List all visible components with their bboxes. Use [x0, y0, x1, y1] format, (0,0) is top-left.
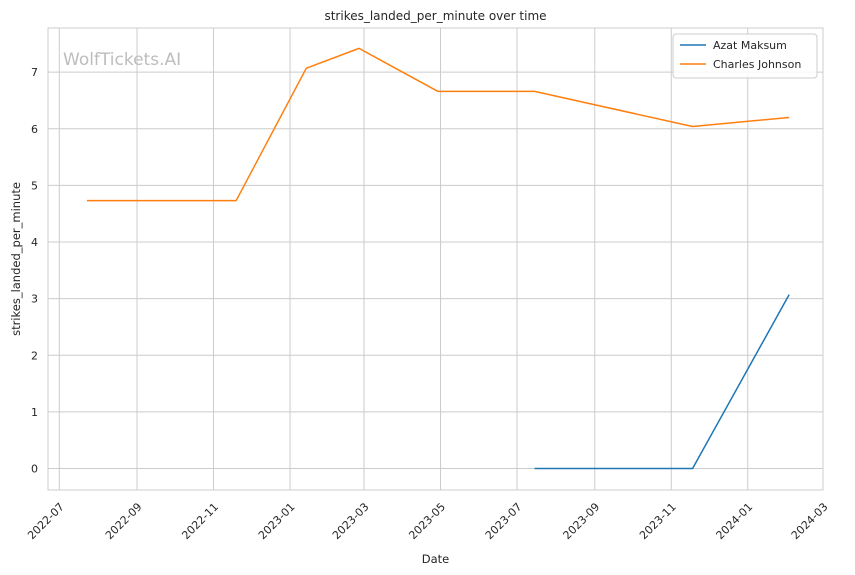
legend-box — [672, 33, 818, 79]
legend: Azat Maksum Charles Johnson — [672, 33, 818, 79]
x-axis-label: Date — [422, 552, 450, 566]
y-tick-label: 5 — [31, 179, 38, 192]
y-tick-label: 1 — [31, 406, 38, 419]
x-tick-label: 2024-03 — [789, 500, 831, 542]
plot-frame — [47, 27, 824, 491]
series-line-charles-johnson — [86, 47, 790, 202]
x-tick-label: 2022-11 — [179, 500, 221, 542]
x-tick-label: 2022-09 — [103, 500, 145, 542]
y-tick-label: 2 — [31, 349, 38, 362]
series-layer — [86, 47, 790, 470]
chart-title: strikes_landed_per_minute over time — [324, 9, 546, 23]
x-tick-label: 2023-01 — [256, 500, 298, 542]
x-tick-label: 2022-07 — [25, 500, 67, 542]
y-tick-label: 4 — [31, 236, 38, 249]
x-tick-label: 2023-03 — [330, 500, 372, 542]
x-tick-label: 2024-01 — [714, 500, 756, 542]
x-tick-labels: 2022-07 2022-09 2022-11 2023-01 2023-03 2023-… — [25, 500, 830, 542]
x-tick-label: 2023-05 — [406, 500, 448, 542]
watermark: WolfTickets.AI — [63, 50, 181, 70]
y-tick-label: 7 — [31, 66, 38, 79]
y-tick-label: 0 — [31, 462, 38, 475]
x-tick-label: 2023-09 — [561, 500, 603, 542]
y-tick-label: 6 — [31, 123, 38, 136]
y-tick-label: 3 — [31, 293, 38, 306]
series-line-azat-maksum — [534, 294, 790, 470]
legend-label-charles-johnson: Charles Johnson — [713, 58, 801, 71]
legend-label-azat-maksum: Azat Maksum — [713, 39, 787, 52]
x-tick-label: 2023-11 — [637, 500, 679, 542]
grid — [48, 28, 824, 490]
y-tick-labels: 0 1 2 3 4 5 6 7 — [31, 66, 38, 475]
y-axis-label: strikes_landed_per_minute — [9, 182, 23, 336]
x-tick-label: 2023-07 — [483, 500, 525, 542]
